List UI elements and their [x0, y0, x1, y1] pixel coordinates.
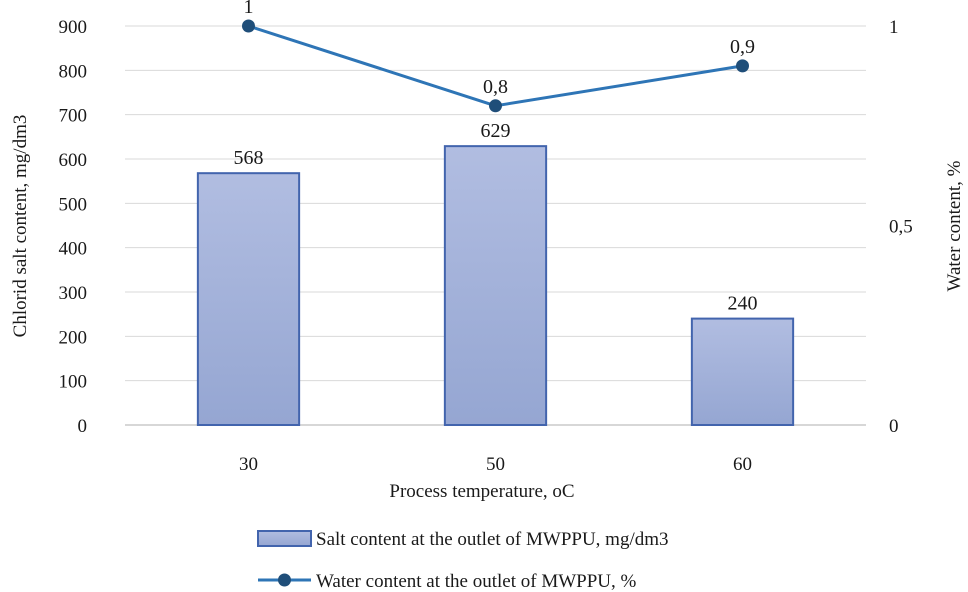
bar: [196, 172, 301, 426]
bar-data-label: 240: [728, 293, 758, 315]
x-axis-ticks: 30 50 60: [239, 454, 752, 475]
line-data-label: 0,9: [730, 36, 755, 58]
legend-bar-swatch: [257, 530, 312, 547]
x-axis-title: Process temperature, oC: [389, 481, 574, 502]
y2-tick-label: 0: [889, 416, 899, 437]
y-tick-label: 0: [78, 416, 88, 437]
x-tick-label: 50: [486, 454, 505, 475]
y-tick-label: 800: [59, 61, 88, 82]
y2-tick-label: 1: [889, 17, 899, 38]
legend-label-salt: Salt content at the outlet of MWPPU, mg/…: [316, 529, 669, 550]
y2-axis-title: Water content, %: [944, 160, 965, 291]
legend-item-salt: Salt content at the outlet of MWPPU, mg/…: [257, 529, 669, 550]
legend-marker-swatch: [278, 573, 291, 587]
line-data-label: 1: [244, 0, 254, 18]
y-axis-title: Chlorid salt content, mg/dm3: [10, 115, 31, 338]
bar: [690, 317, 795, 427]
line-data-labels: 1 0,8 0,9: [244, 0, 756, 98]
y2-tick-label: 0,5: [889, 217, 913, 238]
y2-axis-ticks: 00,51: [889, 17, 913, 437]
bar-data-label: 568: [234, 147, 264, 169]
legend-label-water: Water content at the outlet of MWPPU, %: [316, 571, 637, 592]
x-tick-label: 60: [733, 454, 752, 475]
y-tick-label: 900: [59, 17, 88, 38]
y-tick-label: 500: [59, 194, 88, 215]
y-tick-label: 400: [59, 239, 88, 260]
line-series: [242, 19, 749, 113]
line-marker: [242, 19, 255, 33]
line-marker: [736, 59, 749, 73]
bar-data-labels: 568 629 240: [234, 120, 758, 314]
line-data-label: 0,8: [483, 76, 508, 98]
y-tick-label: 700: [59, 106, 88, 127]
y-tick-label: 100: [59, 372, 88, 393]
legend: Salt content at the outlet of MWPPU, mg/…: [257, 529, 669, 592]
x-tick-label: 30: [239, 454, 258, 475]
legend-item-water: Water content at the outlet of MWPPU, %: [258, 571, 637, 592]
bar: [443, 145, 548, 426]
line-marker: [489, 99, 502, 113]
bar-data-label: 629: [481, 120, 511, 142]
y-tick-label: 200: [59, 327, 88, 348]
y-tick-label: 600: [59, 150, 88, 171]
y-axis-ticks: 0 100 200 300 400 500 600 700 800 900: [59, 17, 88, 437]
bar-series: [196, 145, 795, 427]
y-tick-label: 300: [59, 283, 88, 304]
